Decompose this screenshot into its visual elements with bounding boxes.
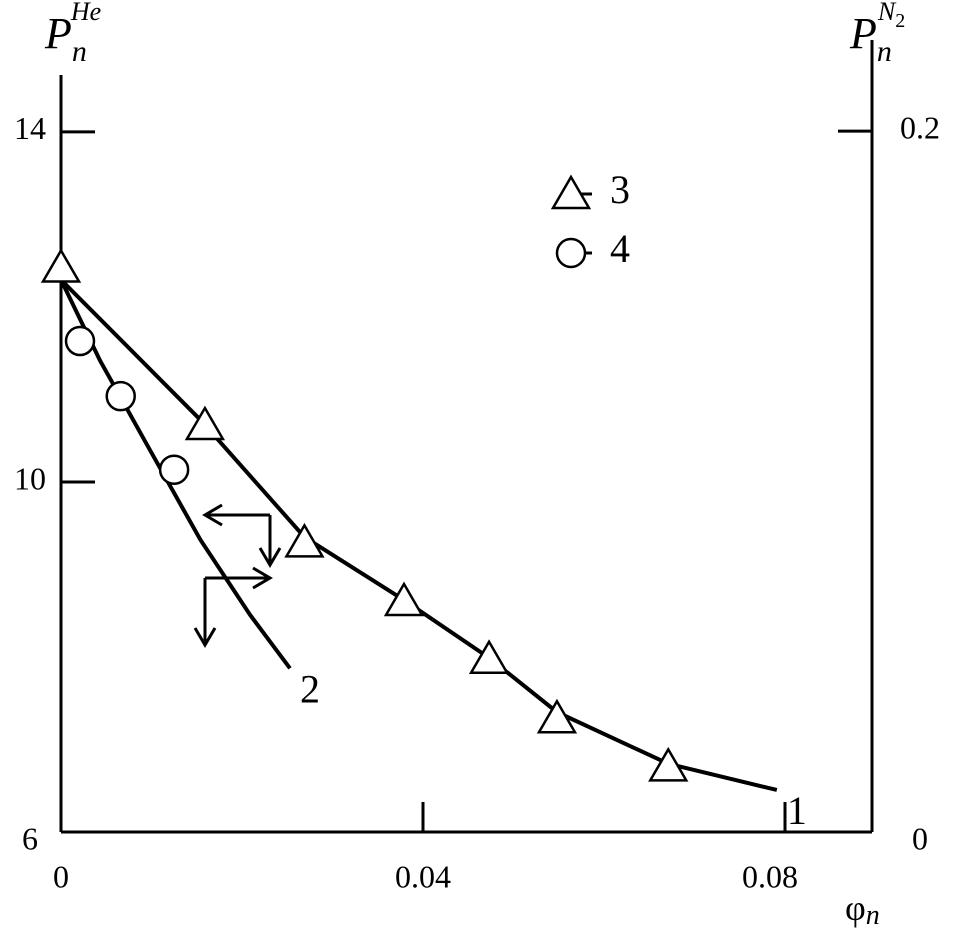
x-tick-label: 0.08 <box>742 858 798 894</box>
circle-marker <box>158 454 190 485</box>
y-label-sub: n <box>72 35 87 68</box>
y2-label-sub: n <box>877 35 892 68</box>
curve <box>59 278 778 792</box>
y2-axis-label: PnN2 <box>849 0 905 68</box>
curve-label: 1 <box>787 788 807 833</box>
x-label-base: φ <box>845 888 866 928</box>
y2-tick-label: 0.2 <box>900 109 940 145</box>
triangle-marker <box>383 581 425 617</box>
y2-label-sup: N <box>877 0 897 26</box>
curve-label: 2 <box>300 667 320 712</box>
y-label-base: P <box>44 9 72 58</box>
x-tick-label: 0 <box>53 858 69 894</box>
y-tick-label: 14 <box>14 110 46 146</box>
triangle-marker <box>536 698 578 734</box>
x-tick-label: 0.04 <box>395 858 451 894</box>
y-label-sup: He <box>70 0 101 26</box>
triangle-marker <box>184 405 226 441</box>
legend-marker <box>555 237 587 269</box>
triangle-marker <box>40 248 82 283</box>
y2-tick-label: 0 <box>912 820 928 856</box>
circle-marker <box>105 380 136 412</box>
circle-marker <box>64 325 96 357</box>
y-tick-label: 6 <box>22 820 38 856</box>
legend-label: 4 <box>610 226 630 271</box>
triangle-marker <box>648 746 689 782</box>
arrows <box>193 503 282 648</box>
y2-label-base: P <box>849 9 877 58</box>
y-axis-label: Pn He <box>44 0 101 68</box>
x-label-sub: n <box>866 900 880 931</box>
x-axis-label: φn <box>845 888 880 931</box>
triangle-marker <box>468 639 510 674</box>
triangle-marker <box>284 522 325 558</box>
y-tick-label: 10 <box>14 460 46 496</box>
legend-label: 3 <box>610 167 630 212</box>
y2-label-sup-sub: 2 <box>895 10 905 32</box>
legend-marker <box>550 174 592 210</box>
